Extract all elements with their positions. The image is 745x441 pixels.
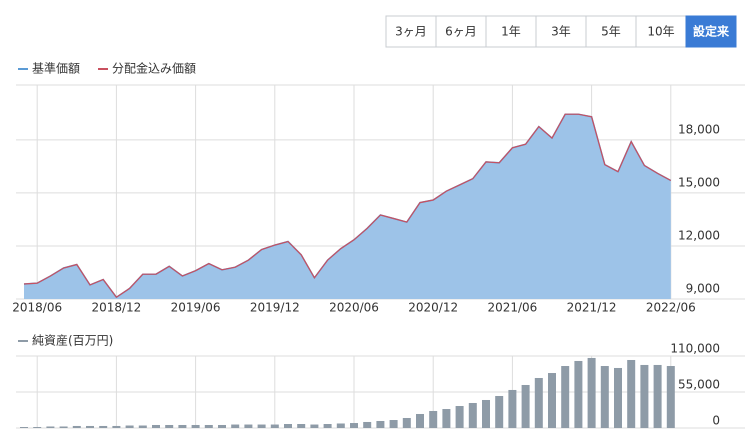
y-tick-label: 12,000 [678, 228, 720, 242]
bar [561, 366, 570, 428]
range-button-box[interactable] [435, 15, 487, 48]
range-button-box[interactable] [585, 15, 637, 48]
bar [416, 413, 424, 428]
x-tick-label: 2021/06 [487, 301, 537, 315]
y-tick-label: 0 [712, 414, 720, 428]
y-tick-label: 18,000 [678, 122, 720, 136]
bar [33, 427, 42, 428]
y-tick-label: 15,000 [678, 175, 720, 189]
bar [323, 424, 332, 428]
bar [218, 424, 226, 428]
bar [310, 424, 319, 428]
bar [244, 424, 253, 428]
range-button-label[interactable]: 1年 [501, 25, 521, 39]
x-tick-label: 2021/12 [567, 301, 617, 315]
x-tick-label: 2020/12 [408, 301, 458, 315]
bar [521, 384, 530, 428]
x-tick-label: 2020/06 [329, 301, 379, 315]
bar [653, 364, 662, 428]
x-tick-label: 2019/06 [171, 301, 221, 315]
x-tick-label: 2022/06 [646, 301, 696, 315]
x-tick-label: 2019/12 [250, 301, 300, 315]
range-button-label[interactable]: 10年 [647, 25, 674, 39]
bar [363, 421, 372, 428]
bar [125, 425, 134, 428]
range-button[interactable]: 3ヶ月 [385, 15, 437, 48]
bar [402, 417, 411, 428]
bar [59, 426, 68, 428]
bar [376, 420, 385, 428]
bar [442, 409, 451, 428]
area [24, 114, 671, 299]
bar [112, 425, 121, 428]
range-button-label[interactable]: 設定来 [693, 24, 730, 39]
range-button[interactable]: 1年 [485, 15, 537, 48]
bar [614, 367, 622, 428]
bar [20, 427, 28, 428]
range-button-box[interactable] [385, 15, 437, 48]
legend-label: 分配金込み価額 [112, 61, 196, 76]
bar [429, 410, 438, 428]
bar [231, 424, 240, 428]
bar [534, 377, 543, 428]
bar [508, 389, 517, 428]
bar [138, 425, 147, 428]
range-button[interactable]: 設定来 [685, 15, 737, 48]
range-button-box[interactable] [635, 15, 687, 48]
bar [548, 373, 556, 428]
legend-label: 純資産(百万円) [32, 333, 113, 348]
bar [627, 359, 636, 428]
x-tick-label: 2018/12 [91, 301, 141, 315]
range-button-box[interactable] [685, 15, 737, 48]
range-button[interactable]: 3年 [535, 15, 587, 48]
y-tick-label: 55,000 [678, 378, 720, 392]
bar [389, 420, 398, 428]
bar [99, 425, 108, 428]
bar [455, 406, 464, 428]
legend-label: 基準価額 [32, 61, 80, 76]
y-tick-label: 110,000 [670, 342, 720, 356]
bar [574, 360, 583, 428]
bar [336, 423, 345, 428]
range-button-label[interactable]: 3ヶ月 [395, 25, 427, 39]
bar [495, 395, 504, 428]
range-button-label[interactable]: 5年 [601, 25, 621, 39]
range-button[interactable]: 10年 [635, 15, 687, 48]
range-button[interactable]: 5年 [585, 15, 637, 48]
bar [284, 424, 292, 428]
bar [152, 424, 160, 428]
bar [468, 402, 477, 428]
bar [482, 399, 490, 428]
bar [72, 425, 81, 428]
bar [257, 424, 266, 428]
x-tick-label: 2018/06 [12, 301, 62, 315]
bar [165, 424, 174, 428]
range-button-box[interactable] [485, 15, 537, 48]
bar [350, 423, 358, 428]
range-button[interactable]: 6ヶ月 [435, 15, 487, 48]
bar [46, 426, 55, 428]
bar [86, 425, 94, 428]
line [23, 113, 672, 299]
bar [666, 366, 675, 428]
y-tick-label: 9,000 [686, 282, 720, 296]
bar [587, 357, 596, 428]
bar [297, 424, 306, 428]
bar [178, 424, 187, 428]
bar [204, 424, 213, 428]
bar [270, 424, 279, 428]
bar [600, 366, 609, 428]
range-button-label[interactable]: 6ヶ月 [445, 25, 477, 39]
bar [640, 364, 649, 428]
range-button-label[interactable]: 3年 [551, 25, 571, 39]
bar [191, 424, 200, 428]
